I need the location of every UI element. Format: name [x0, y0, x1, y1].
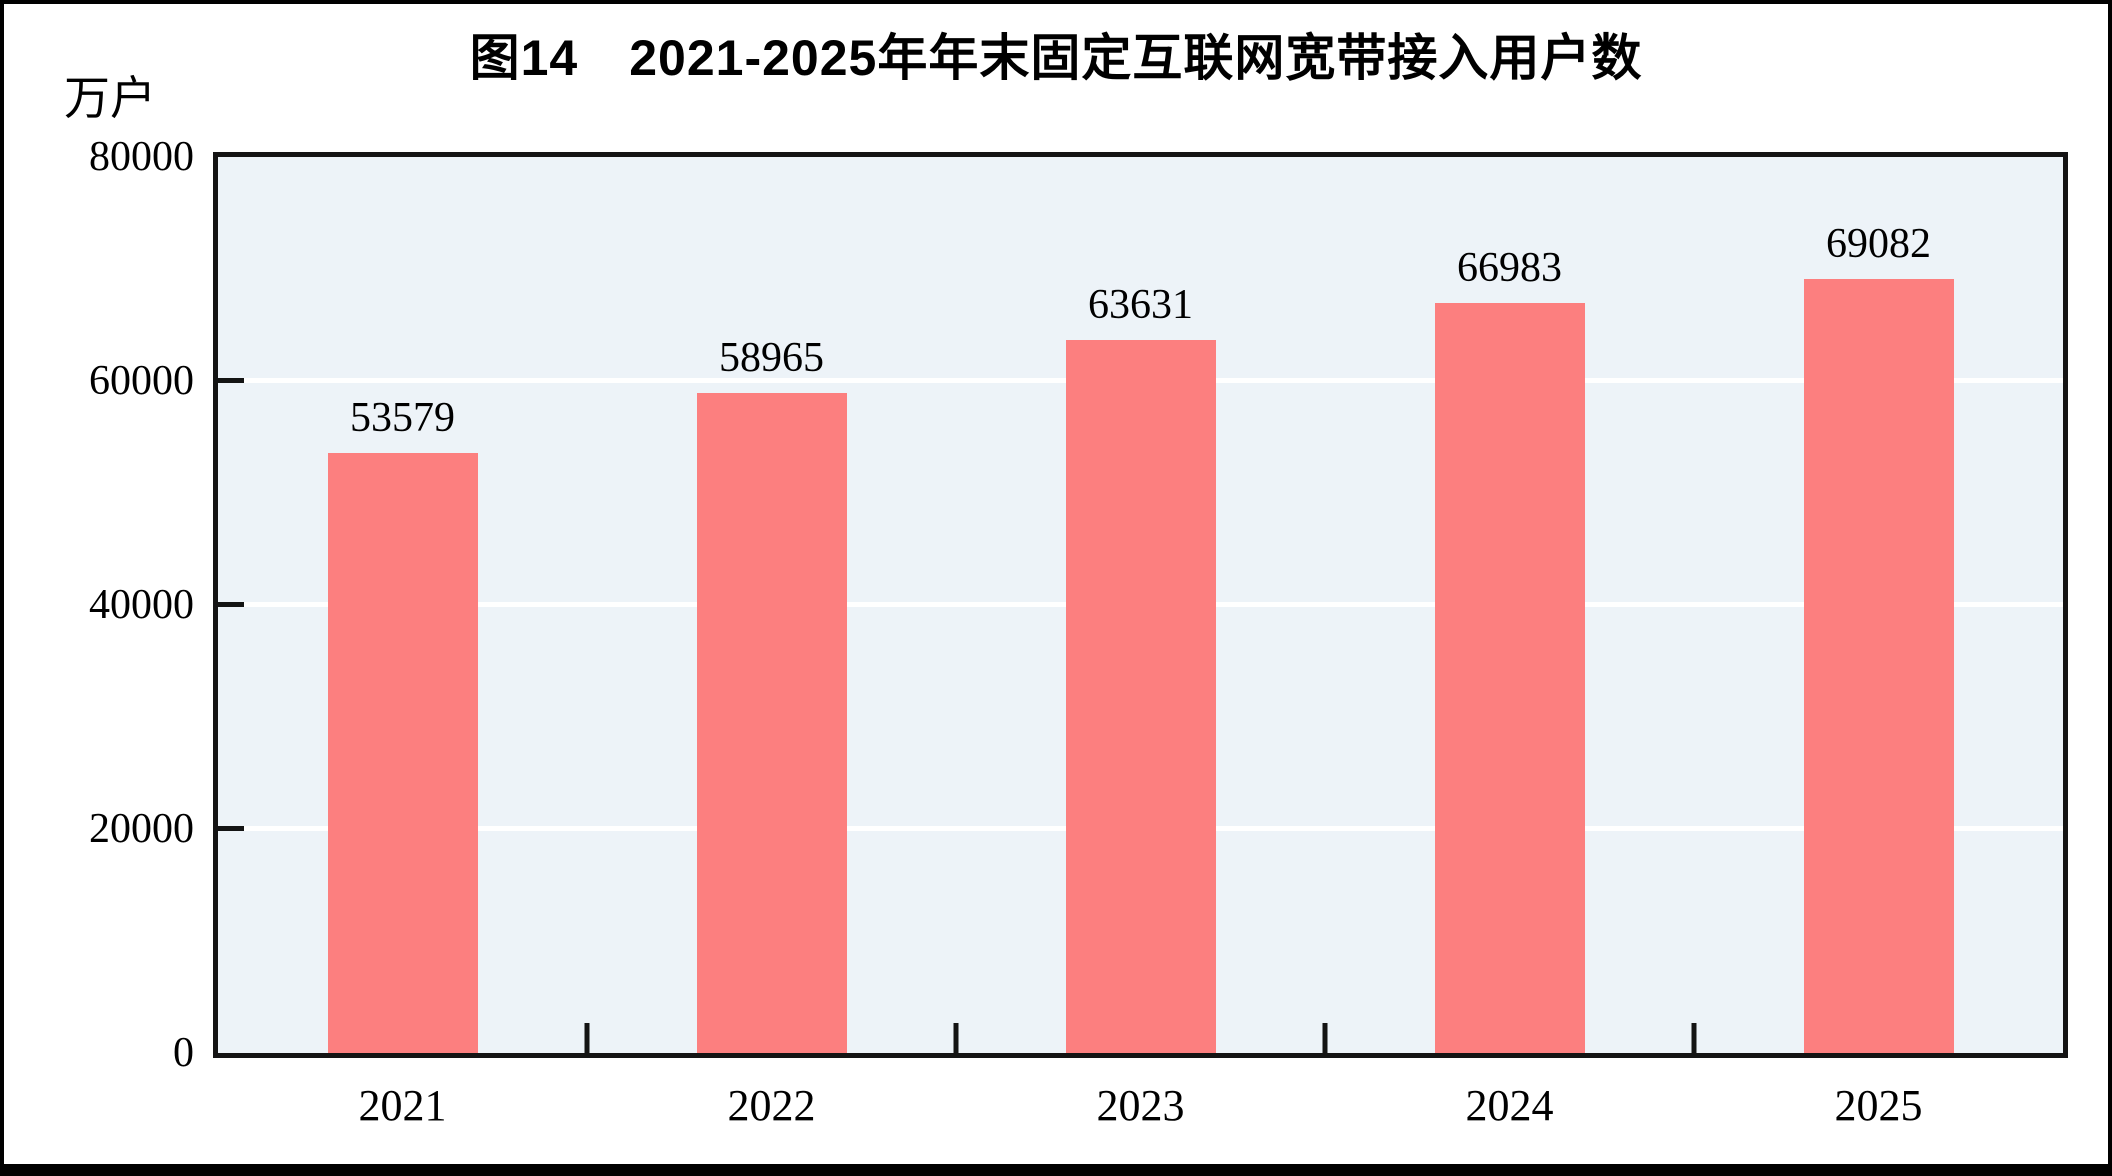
y-tick-label: 80000: [89, 134, 194, 180]
y-tick-label: 20000: [89, 806, 194, 852]
x-tick-label: 2024: [1465, 1081, 1554, 1130]
chart-title: 图14 2021-2025年年末固定互联网宽带接入用户数: [469, 30, 1643, 86]
y-axis-tick-mark: [218, 602, 244, 607]
bar-value-label: 66983: [1457, 244, 1562, 291]
y-axis-tick-mark: [218, 826, 244, 831]
y-tick-label: 60000: [89, 358, 194, 404]
bar: [1434, 302, 1585, 1053]
y-axis-tick-mark: [218, 378, 244, 383]
plot-area: 53579 58965 63631 66983 69082: [213, 152, 2068, 1058]
bar: [696, 392, 847, 1053]
x-axis-tick-mark: [1322, 1023, 1328, 1053]
x-tick-label: 2023: [1096, 1081, 1185, 1130]
y-tick-label: 40000: [89, 582, 194, 628]
x-tick-label: 2021: [358, 1081, 447, 1130]
y-axis-unit-label: 万户: [64, 73, 156, 124]
bar-value-label: 58965: [719, 334, 824, 381]
bar-value-label: 63631: [1088, 282, 1193, 329]
x-tick-label: 2022: [727, 1081, 816, 1130]
y-tick-label: 0: [173, 1030, 194, 1076]
x-axis-tick-mark: [584, 1023, 590, 1053]
bar: [1803, 279, 1954, 1053]
x-tick-label: 2025: [1834, 1081, 1923, 1130]
bar-value-label: 53579: [350, 394, 455, 441]
x-axis-tick-mark: [953, 1023, 959, 1053]
x-axis-tick-mark: [1691, 1023, 1697, 1053]
bar-value-label: 69082: [1826, 221, 1931, 268]
bar: [1065, 340, 1216, 1053]
bar: [327, 452, 478, 1053]
